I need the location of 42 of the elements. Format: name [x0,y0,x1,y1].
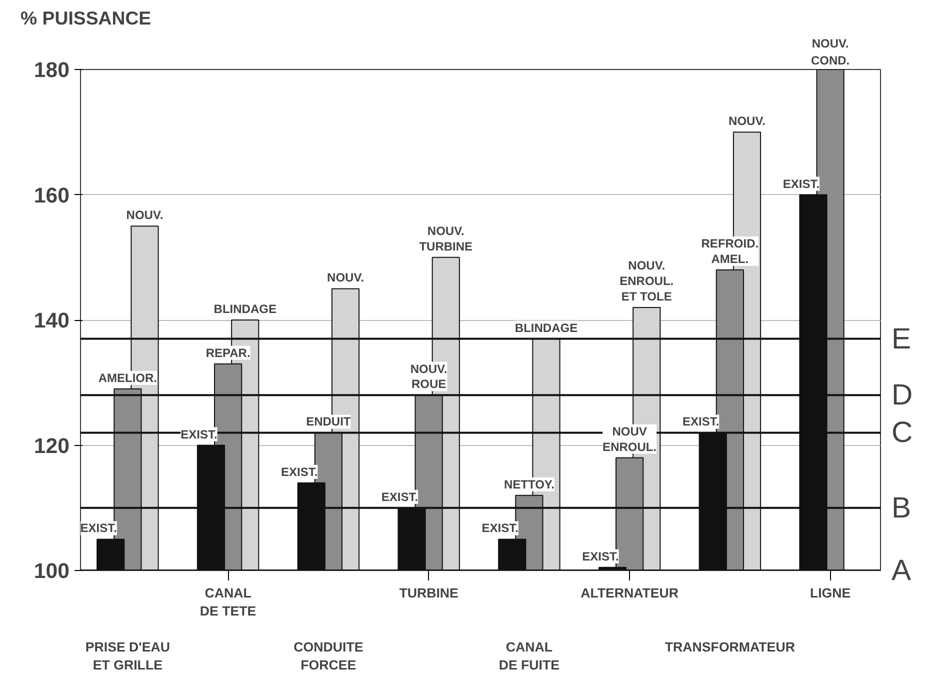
x-tick-label: LIGNE [810,586,851,600]
y-axis-title: % PUISSANCE [20,8,152,28]
x-tick-label: CANAL DE TETE [200,586,256,618]
data-label: NOUV. [728,114,766,128]
x-tick-label: TURBINE [399,586,459,600]
y-tick-label: 100 [34,559,70,583]
data-label: NOUV. ENROUL. ET TOLE [620,258,674,304]
data-label: REFROID. AMEL. [701,236,759,266]
data-label: NOUV. ROUE [410,362,448,392]
data-label: ENDUIT [306,414,352,429]
data-label: NOUV. COND. [810,36,850,68]
data-label: EXIST. [682,414,720,429]
data-label: EXIST. [482,521,518,536]
x-tick-label: PRISE D'EAU ET GRILLE [85,640,170,672]
data-label: BLINDAGE [514,320,578,335]
ref-line-label: B [892,491,912,524]
data-label: EXIST. [80,521,117,536]
ref-line-label: A [892,554,912,587]
data-label: EXIST. [582,549,619,564]
data-label: REPAR. [206,346,250,360]
ref-line-label: E [892,322,912,356]
x-tick-label: ALTERNATEUR [580,586,679,600]
data-label: AMELIOR. [98,370,158,385]
y-tick-label: 180 [34,58,70,82]
data-label: NETTOY. [504,477,554,492]
y-tick-label: 120 [34,434,70,458]
y-tick-label: 140 [34,308,70,332]
data-label: NOUV. [126,208,164,222]
data-label: EXIST. [782,176,820,191]
data-label: EXIST. [381,490,418,504]
x-tick-label: TRANSFORMATEUR [664,640,796,654]
data-label: EXIST. [180,427,218,442]
data-label: BLINDAGE [214,302,276,316]
x-tick-label: CANAL DE FUITE [498,640,560,672]
data-label: NOUV. TURBINE [419,224,473,254]
data-label: NOUV. [327,270,364,285]
x-tick-label: CONDUITE FORCEE [294,640,364,672]
data-label: EXIST. [280,464,318,479]
y-tick-label: 160 [34,183,70,208]
ref-line-label: D [892,378,913,412]
data-label: NOUV ENROUL. [602,424,657,454]
ref-line-label: C [892,416,913,450]
